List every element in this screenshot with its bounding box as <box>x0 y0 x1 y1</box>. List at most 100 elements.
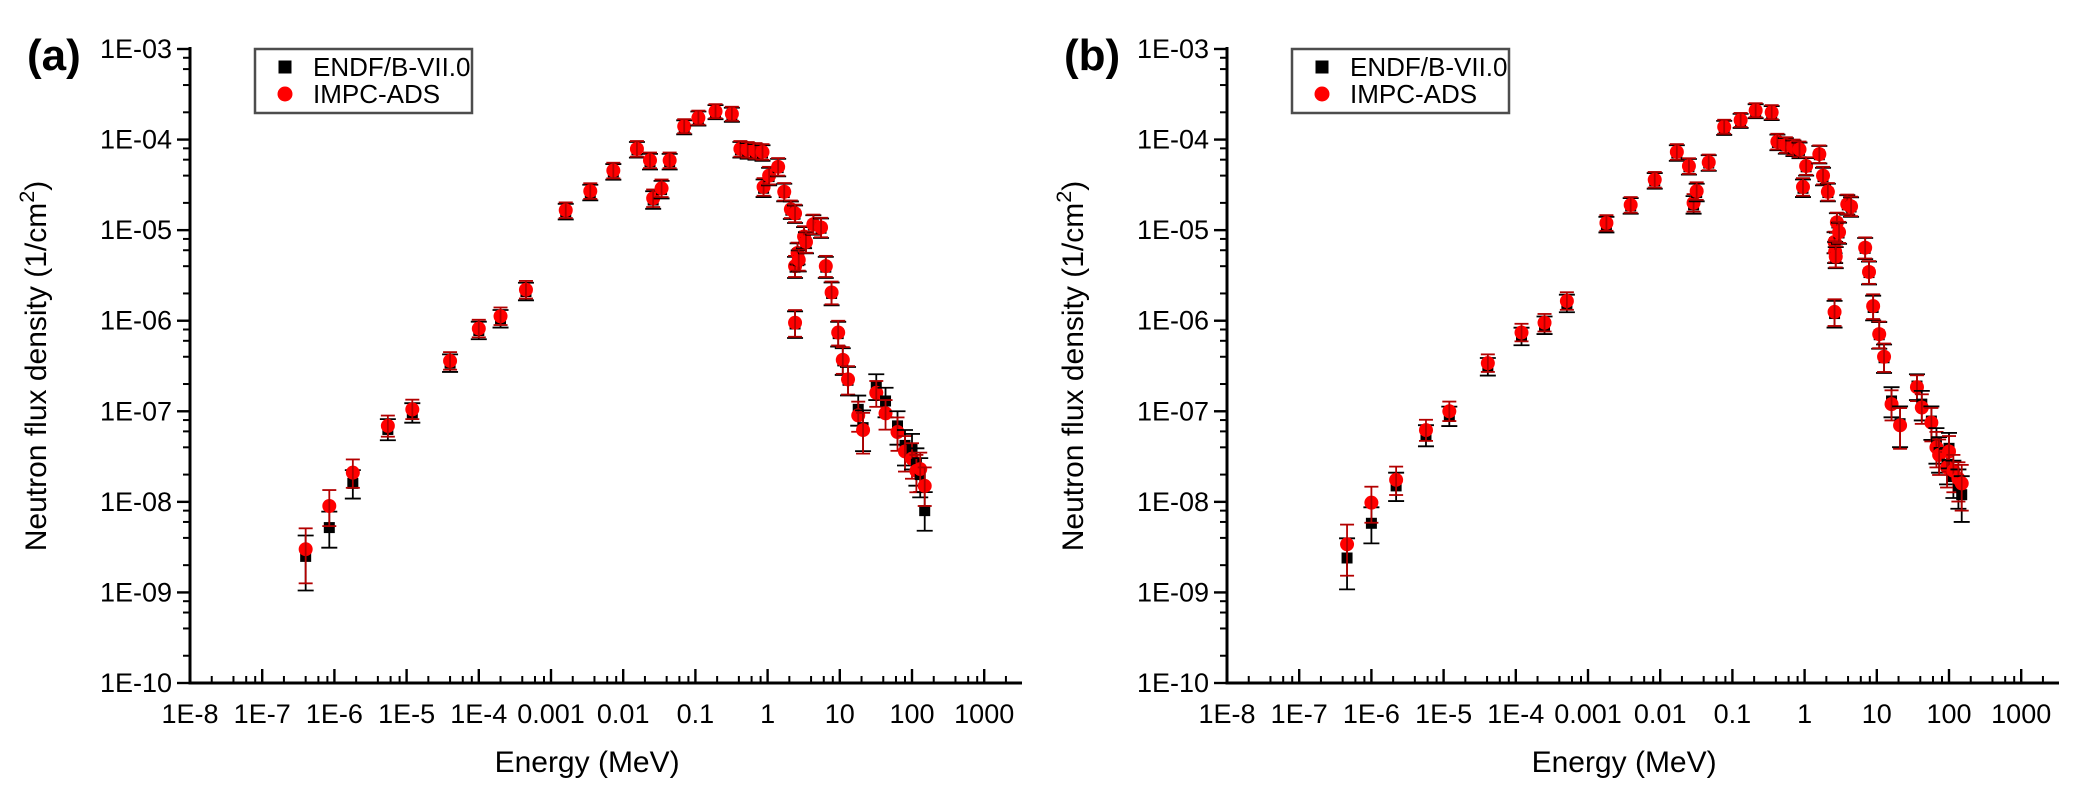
data-point <box>817 254 834 279</box>
data-point <box>1680 157 1697 176</box>
y-tick-label: 1E-08 <box>100 487 172 517</box>
data-point <box>834 346 851 376</box>
data-point <box>1700 153 1717 172</box>
data-point <box>1819 182 1836 203</box>
data-point <box>1913 389 1930 425</box>
x-tick-label: 0.001 <box>517 699 585 729</box>
data-points <box>1339 102 1970 591</box>
data-point <box>1798 156 1815 177</box>
x-axis-ticks: 1E-8 1E-7 1E-6 1E-5 1E-4 0.001 0.01 0.1 1 10 100 10… <box>161 669 1014 729</box>
data-point <box>379 414 396 442</box>
data-point <box>877 386 894 431</box>
y-tick-label: 1E-05 <box>1137 215 1209 245</box>
data-point <box>805 213 822 236</box>
data-point <box>1953 463 1970 523</box>
legend-label: IMPC-ADS <box>1350 79 1477 109</box>
legend-marker-impc <box>1314 86 1330 102</box>
data-point <box>1843 195 1860 218</box>
x-tick-label: 0.01 <box>1634 699 1687 729</box>
y-tick-label: 1E-09 <box>100 577 172 607</box>
data-point <box>868 373 885 408</box>
data-point <box>470 318 487 341</box>
data-point <box>1417 418 1434 448</box>
data-point <box>1876 342 1893 374</box>
y-axis-title: Neutron flux density (1/cm2) <box>14 181 53 552</box>
data-point <box>813 216 830 239</box>
endf-marker <box>323 522 335 534</box>
data-point <box>1598 214 1615 234</box>
data-point <box>1811 144 1828 165</box>
data-point <box>1791 140 1808 160</box>
data-point <box>1716 118 1733 136</box>
data-point <box>1883 386 1900 422</box>
data-point <box>404 398 421 424</box>
data-point <box>661 151 678 171</box>
data-point <box>492 306 509 329</box>
legend-marker-endf <box>278 60 292 74</box>
data-point <box>1388 465 1405 502</box>
y-tick-label: 1E-10 <box>100 668 172 698</box>
x-tick-label: 1E-6 <box>306 699 363 729</box>
x-tick-label: 1000 <box>1991 699 2051 729</box>
data-point <box>916 466 933 532</box>
data-point <box>690 109 707 127</box>
data-point <box>1827 245 1844 270</box>
x-tick-label: 1E-5 <box>1415 699 1472 729</box>
data-point <box>755 177 772 198</box>
data-point <box>1513 322 1530 347</box>
x-tick-label: 0.1 <box>677 699 715 729</box>
axes <box>1225 47 2059 685</box>
data-point <box>653 178 670 200</box>
data-point <box>707 103 724 121</box>
data-point <box>1831 220 1848 245</box>
data-point <box>1441 400 1458 427</box>
legend-marker-impc <box>277 86 293 102</box>
x-tick-label: 100 <box>889 699 934 729</box>
x-tick-label: 100 <box>1926 699 1971 729</box>
y-tick-label: 1E-04 <box>100 125 172 155</box>
data-points <box>297 103 933 592</box>
panel-a-chart: 1E-8 1E-7 1E-6 1E-5 1E-4 0.001 0.01 0.1 1 10 100 10… <box>14 31 1022 779</box>
data-point <box>855 409 872 455</box>
legend-box <box>1290 47 1511 115</box>
data-point <box>442 351 459 373</box>
x-tick-label: 1000 <box>954 699 1014 729</box>
y-tick-label: 1E-10 <box>1137 668 1209 698</box>
data-point <box>1536 313 1553 335</box>
data-point <box>676 118 693 136</box>
data-point <box>1732 112 1749 129</box>
data-point <box>776 182 793 203</box>
x-tick-label: 1E-8 <box>1198 699 1255 729</box>
y-axis-ticks: 1E-03 1E-04 1E-05 1E-06 1E-07 1E-08 1E-09 1E-10 <box>100 34 190 698</box>
legend-marker-endf <box>1315 60 1329 74</box>
data-point <box>628 140 645 159</box>
data-point <box>840 365 857 397</box>
x-axis-title: Energy (MeV) <box>1532 746 1717 779</box>
data-point <box>1763 104 1780 122</box>
data-point <box>1622 196 1639 215</box>
legend-box <box>253 47 474 115</box>
x-tick-label: 1E-7 <box>234 699 291 729</box>
data-point <box>1865 293 1882 322</box>
x-tick-label: 1E-5 <box>378 699 435 729</box>
panel-label: (a) <box>27 31 81 80</box>
y-tick-label: 1E-03 <box>100 34 172 64</box>
x-tick-label: 1E-8 <box>161 699 218 729</box>
data-point <box>1861 260 1878 286</box>
y-tick-label: 1E-03 <box>1137 34 1209 64</box>
panel-label: (b) <box>1064 31 1120 80</box>
data-point <box>823 280 840 307</box>
endf-marker <box>919 505 931 517</box>
legend-label: ENDF/B-VII.0 <box>313 52 470 82</box>
legend-label: IMPC-ADS <box>313 79 440 109</box>
data-point <box>761 165 778 187</box>
panel-b-chart: 1E-8 1E-7 1E-6 1E-5 1E-4 0.001 0.01 0.1 1 10 100 10… <box>1051 31 2059 779</box>
data-point <box>297 527 314 592</box>
data-point <box>517 280 534 302</box>
data-point <box>344 458 361 500</box>
data-point <box>1339 523 1356 591</box>
data-point <box>787 203 804 224</box>
data-point <box>770 157 787 178</box>
